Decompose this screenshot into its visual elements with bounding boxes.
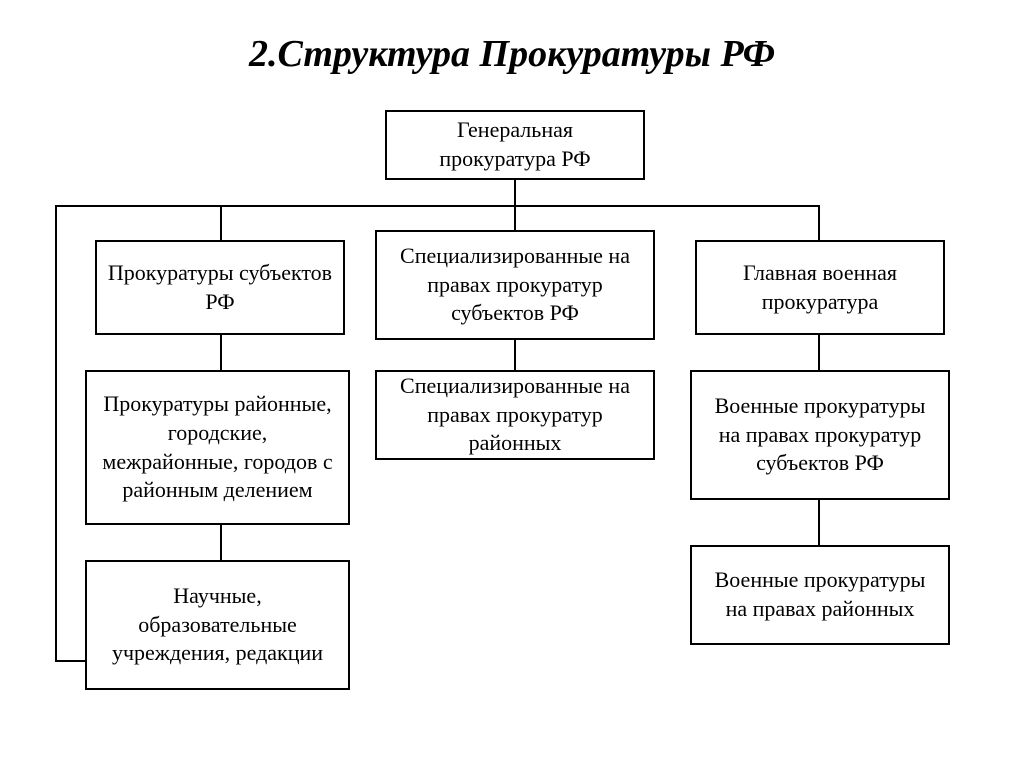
node-mid2: Специализированные на правах прокуратур … <box>375 370 655 460</box>
connector <box>220 205 222 240</box>
connector-left-rail <box>55 205 57 660</box>
connector <box>818 335 820 370</box>
node-left3: Научные, образовательные учреждения, ред… <box>85 560 350 690</box>
connector-left-rail <box>55 660 85 662</box>
node-left2: Прокуратуры районные, городские, межрайо… <box>85 370 350 525</box>
page-title: 2.Структура Прокуратуры РФ <box>0 32 1024 76</box>
node-left1: Прокуратуры субъектов РФ <box>95 240 345 335</box>
connector <box>514 205 516 230</box>
connector <box>818 205 820 240</box>
node-right1: Главная военная прокуратура <box>695 240 945 335</box>
connector <box>55 205 820 207</box>
node-right2: Военные прокуратуры на правах прокуратур… <box>690 370 950 500</box>
connector <box>514 340 516 370</box>
node-root: Генеральная прокуратура РФ <box>385 110 645 180</box>
node-mid1: Специализированные на правах прокуратур … <box>375 230 655 340</box>
node-right3: Военные прокуратуры на правах районных <box>690 545 950 645</box>
connector <box>220 335 222 370</box>
connector <box>220 525 222 560</box>
connector <box>514 180 516 205</box>
connector <box>818 500 820 545</box>
